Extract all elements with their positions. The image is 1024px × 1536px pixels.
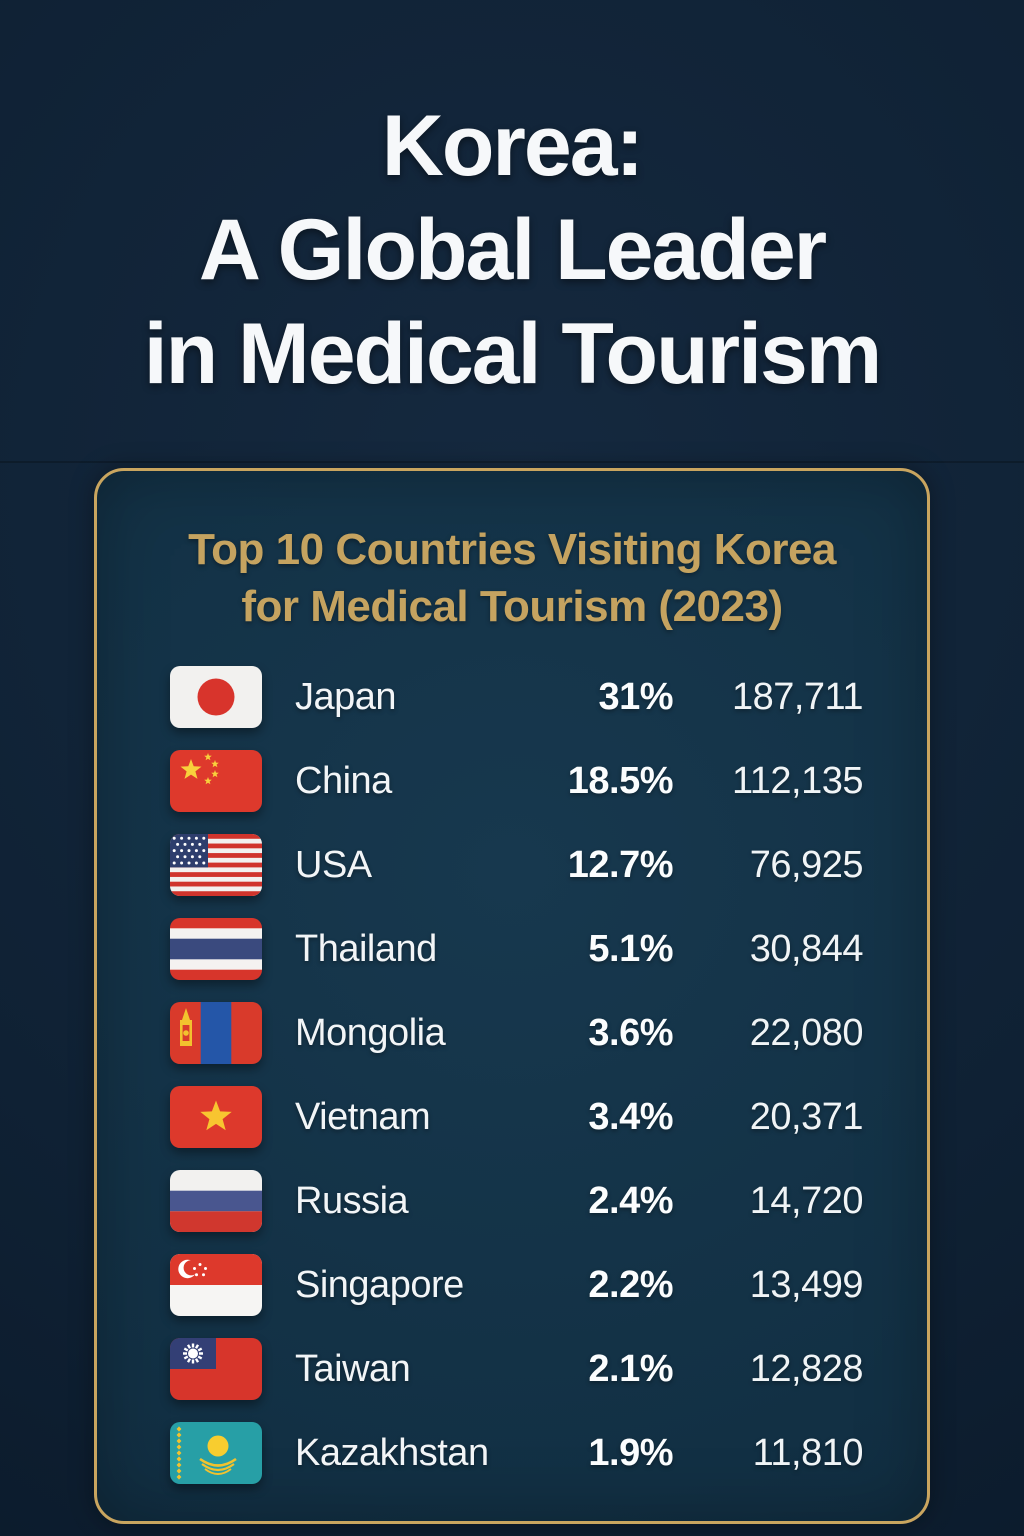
background-seam-line — [0, 461, 1024, 463]
china-flag-icon — [170, 750, 262, 812]
page-title-line-1: Korea: — [381, 98, 644, 194]
table-row: Japan 31% 187,711 — [170, 655, 864, 739]
visitor-count: 22,080 — [749, 1011, 864, 1054]
page-title-line-2: A Global Leader — [198, 202, 827, 298]
card-title-line-2: for Medical Tourism (2023) — [241, 582, 783, 631]
taiwan-flag-icon — [170, 1338, 262, 1400]
country-name: Vietnam — [295, 1095, 431, 1138]
russia-flag-icon — [170, 1170, 262, 1232]
table-row: Kazakhstan 1.9% 11,810 — [170, 1411, 864, 1495]
share-percent: 18.5% — [567, 759, 674, 802]
share-percent: 5.1% — [588, 927, 673, 970]
share-percent: 1.9% — [588, 1431, 673, 1474]
page-title-line-3: in Medical Tourism — [143, 306, 883, 402]
page-title: Korea: A Global Leader in Medical Touris… — [0, 0, 1024, 406]
visitor-count: 11,810 — [752, 1431, 864, 1474]
country-table: Japan 31% 187,711 China 18.5% 112,135 US… — [97, 655, 927, 1495]
table-row: Russia 2.4% 14,720 — [170, 1159, 864, 1243]
table-row: Taiwan 2.1% 12,828 — [170, 1327, 864, 1411]
country-name: Kazakhstan — [295, 1431, 489, 1474]
visitor-count: 112,135 — [731, 759, 864, 802]
country-name: Singapore — [295, 1263, 464, 1306]
country-name: Japan — [295, 675, 397, 718]
country-name: Thailand — [295, 927, 437, 970]
table-row: Thailand 5.1% 30,844 — [170, 907, 864, 991]
visitor-count: 187,711 — [731, 675, 864, 718]
visitor-count: 13,499 — [749, 1263, 864, 1306]
share-percent: 31% — [598, 675, 673, 718]
vietnam-flag-icon — [170, 1086, 262, 1148]
usa-flag-icon — [170, 834, 262, 896]
visitor-count: 30,844 — [749, 927, 864, 970]
card-title-line-1: Top 10 Countries Visiting Korea — [188, 525, 836, 574]
table-row: China 18.5% 112,135 — [170, 739, 864, 823]
share-percent: 2.1% — [588, 1347, 673, 1390]
visitor-count: 76,925 — [749, 843, 864, 886]
share-percent: 3.6% — [588, 1011, 673, 1054]
mongolia-flag-icon — [170, 1002, 262, 1064]
share-percent: 2.2% — [588, 1263, 673, 1306]
japan-flag-icon — [170, 666, 262, 728]
kazakhstan-flag-icon — [170, 1422, 262, 1484]
visitor-count: 14,720 — [749, 1179, 864, 1222]
data-card: Top 10 Countries Visiting Korea for Medi… — [94, 468, 930, 1524]
country-name: Mongolia — [295, 1011, 446, 1054]
table-row: Vietnam 3.4% 20,371 — [170, 1075, 864, 1159]
thailand-flag-icon — [170, 918, 262, 980]
card-title: Top 10 Countries Visiting Korea for Medi… — [97, 521, 927, 635]
table-row: USA 12.7% 76,925 — [170, 823, 864, 907]
table-row: Mongolia 3.6% 22,080 — [170, 991, 864, 1075]
table-row: Singapore 2.2% 13,499 — [170, 1243, 864, 1327]
country-name: China — [295, 759, 392, 802]
visitor-count: 20,371 — [749, 1095, 864, 1138]
singapore-flag-icon — [170, 1254, 262, 1316]
visitor-count: 12,828 — [749, 1347, 864, 1390]
share-percent: 2.4% — [588, 1179, 673, 1222]
share-percent: 3.4% — [588, 1095, 673, 1138]
share-percent: 12.7% — [567, 843, 674, 886]
country-name: USA — [295, 843, 372, 886]
country-name: Taiwan — [295, 1347, 411, 1390]
country-name: Russia — [295, 1179, 409, 1222]
